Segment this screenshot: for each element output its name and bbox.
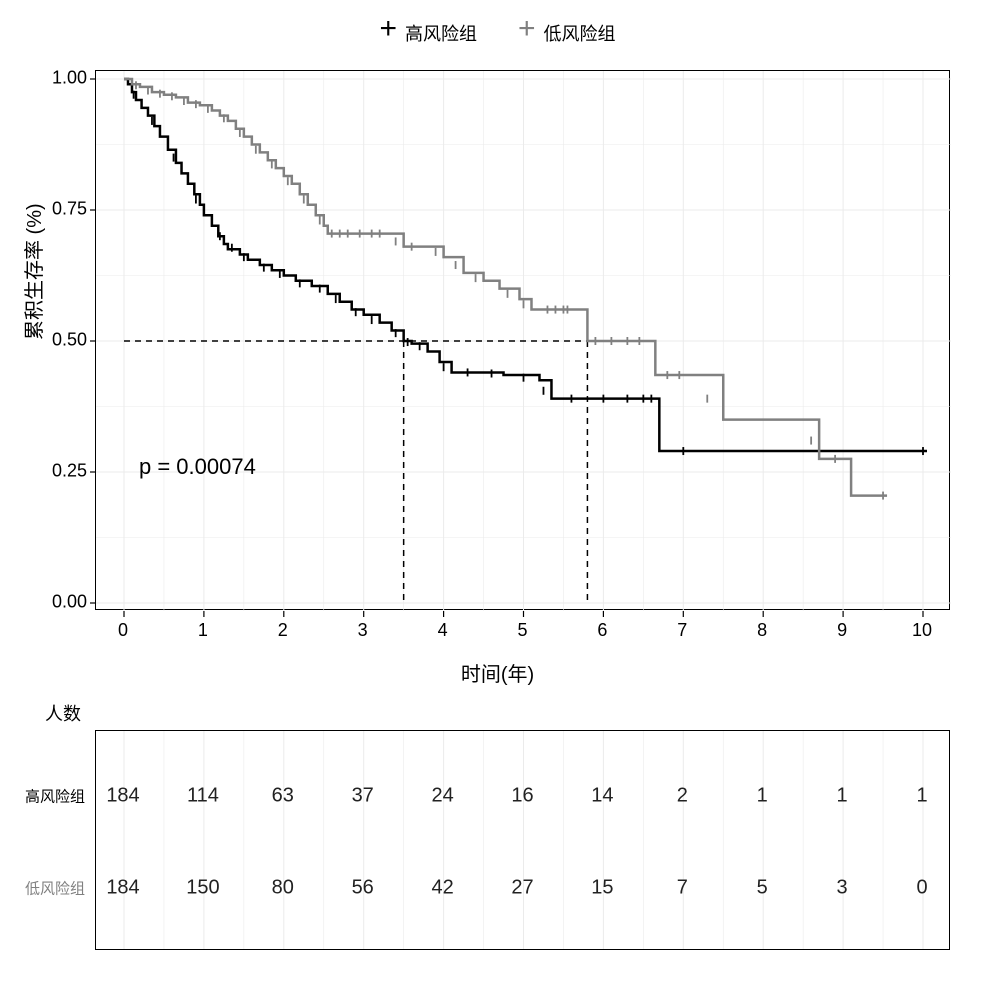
risk-cell: 16 (511, 785, 533, 808)
x-tick-label: 6 (597, 620, 607, 641)
risk-table-title: 人数 (45, 700, 81, 726)
y-tick-label: 0.75 (27, 199, 87, 220)
risk-cell: 5 (757, 877, 768, 900)
risk-cell: 27 (511, 877, 533, 900)
risk-cell: 63 (272, 785, 294, 808)
y-tick-label: 0.25 (27, 461, 87, 482)
legend-marker-icon: + (518, 23, 536, 35)
risk-cell: 56 (352, 877, 374, 900)
risk-cell: 114 (187, 785, 219, 808)
risk-cell: 150 (186, 877, 219, 900)
legend-marker-icon: + (379, 23, 397, 35)
y-tick-label: 0.00 (27, 592, 87, 613)
legend-item-low-risk: + 低风险组 (518, 20, 616, 46)
x-axis-label: 时间(年) (0, 658, 995, 687)
x-tick-label: 5 (517, 620, 527, 641)
risk-row-label: 低风险组 (15, 878, 85, 899)
legend-label: 低风险组 (544, 20, 616, 46)
survival-plot (95, 70, 950, 610)
risk-table (95, 730, 950, 950)
y-tick-label: 0.50 (27, 330, 87, 351)
x-tick-label: 8 (757, 620, 767, 641)
x-tick-label: 4 (438, 620, 448, 641)
risk-cell: 42 (431, 877, 453, 900)
risk-cell: 0 (916, 877, 927, 900)
x-tick-label: 7 (677, 620, 687, 641)
risk-cell: 3 (837, 877, 848, 900)
risk-cell: 24 (431, 785, 453, 808)
risk-cell: 37 (352, 785, 374, 808)
risk-cell: 184 (106, 877, 139, 900)
risk-cell: 184 (106, 785, 139, 808)
risk-table-svg (96, 731, 949, 949)
risk-cell: 1 (837, 785, 848, 808)
risk-row-label: 高风险组 (15, 786, 85, 807)
x-tick-label: 1 (198, 620, 208, 641)
legend-item-high-risk: + 高风险组 (379, 20, 477, 46)
risk-cell: 15 (591, 877, 613, 900)
risk-cell: 7 (677, 877, 688, 900)
risk-cell: 1 (916, 785, 927, 808)
y-axis-label: 累积生存率 (%) (18, 203, 47, 340)
risk-cell: 14 (591, 785, 613, 808)
km-plot-container: + 高风险组 + 低风险组 累积生存率 (%) 时间(年) p = 0.0007… (0, 0, 995, 1000)
plot-svg (96, 71, 949, 609)
legend: + 高风险组 + 低风险组 (0, 20, 995, 47)
risk-cell: 80 (272, 877, 294, 900)
x-tick-label: 9 (837, 620, 847, 641)
x-tick-label: 3 (358, 620, 368, 641)
risk-cell: 1 (757, 785, 768, 808)
x-tick-label: 2 (278, 620, 288, 641)
p-value-annotation: p = 0.00074 (139, 454, 256, 480)
risk-cell: 2 (677, 785, 688, 808)
x-tick-label: 10 (912, 620, 932, 641)
x-tick-label: 0 (118, 620, 128, 641)
legend-label: 高风险组 (405, 20, 477, 46)
y-tick-label: 1.00 (27, 68, 87, 89)
